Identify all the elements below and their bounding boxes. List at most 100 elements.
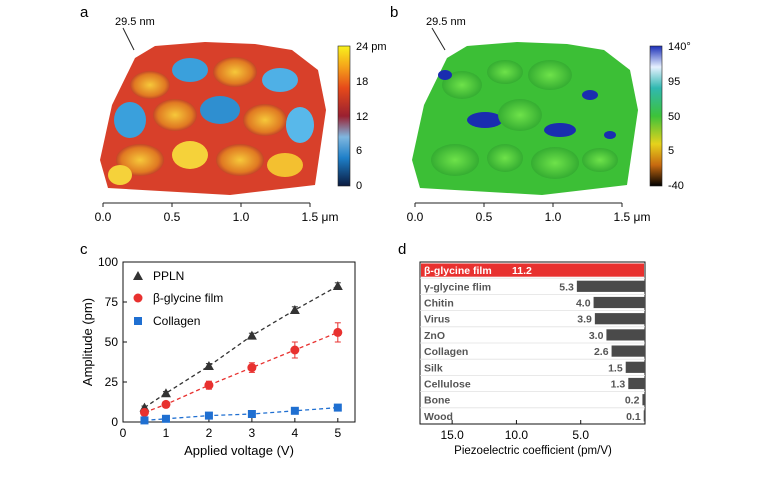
afm-phase-grains xyxy=(431,60,618,179)
height-pointer-a xyxy=(122,27,135,51)
x-tick-b: 1.5 μm xyxy=(614,210,651,224)
legend-marker-collagen xyxy=(134,317,142,325)
value-label: 4.0 xyxy=(576,298,591,310)
x-tick-label: 5 xyxy=(334,426,341,440)
data-point xyxy=(161,414,170,423)
y-axis-title-c: Amplitude (pm) xyxy=(80,298,95,386)
x-tick-label: 0 xyxy=(120,426,127,440)
panel-d: d β-glycine film 11.2 γ-glycine flim 5.3 Chi… xyxy=(398,241,646,457)
colorbar-a-ticks: 24 pm 18 12 6 0 xyxy=(356,41,387,192)
colorbar-a-tick: 24 pm xyxy=(356,41,387,53)
x-axis-title-d: Piezoelectric coefficient (pm/V) xyxy=(454,445,612,457)
x-tick-a: 1.0 xyxy=(233,210,250,224)
x-tick-label: 15.0 xyxy=(440,428,464,442)
x-tick-a: 0.0 xyxy=(95,210,112,224)
x-tick-label: 5.0 xyxy=(572,428,589,442)
legend-marker-beta xyxy=(133,293,143,303)
data-point xyxy=(203,361,214,370)
data-point xyxy=(160,388,171,398)
height-label-a: 29.5 nm xyxy=(115,16,155,28)
bar xyxy=(593,296,645,309)
series-group-c xyxy=(139,281,343,425)
category-label: Silk xyxy=(424,362,443,374)
bar xyxy=(421,263,644,277)
category-label: ZnO xyxy=(424,330,445,342)
value-label: 0.1 xyxy=(626,411,641,423)
category-label: Cellulose xyxy=(424,379,471,391)
bars-d: β-glycine film 11.2 γ-glycine flim 5.3 Chiti… xyxy=(420,263,645,423)
colorbar-a-tick: 12 xyxy=(356,111,368,123)
data-point xyxy=(333,327,343,337)
colorbar-b-tick: -40 xyxy=(668,180,684,192)
legend-marker-ppln xyxy=(133,271,143,280)
value-label: 1.5 xyxy=(608,362,623,374)
y-tick-label: 50 xyxy=(105,335,119,349)
x-tick-label: 10.0 xyxy=(505,428,529,442)
data-point xyxy=(247,363,257,373)
value-label: 2.6 xyxy=(594,346,609,358)
x-tick-b: 0.0 xyxy=(407,210,424,224)
series-line xyxy=(144,406,338,422)
bar xyxy=(625,361,645,373)
bar xyxy=(643,410,645,422)
data-point xyxy=(289,305,300,314)
legend-c: PPLN β-glycine film Collagen xyxy=(133,269,223,328)
data-point xyxy=(290,406,299,415)
y-tick-label: 100 xyxy=(98,255,118,269)
afm-amplitude-grains xyxy=(108,57,314,185)
data-point xyxy=(290,345,300,355)
data-point xyxy=(247,410,256,418)
value-label: 1.3 xyxy=(611,379,626,391)
colorbar-b-ticks: 140° 95 50 5 -40 xyxy=(668,41,691,192)
category-label: Chitin xyxy=(424,298,454,310)
bar xyxy=(611,345,645,357)
panel-letter-b: b xyxy=(390,4,398,21)
value-label: 0.2 xyxy=(625,395,640,407)
data-point xyxy=(204,380,214,390)
value-label: 11.2 xyxy=(512,265,532,277)
data-point xyxy=(204,411,213,420)
colorbar-b-tick: 95 xyxy=(668,76,680,88)
data-point xyxy=(333,403,342,412)
axis-ticks-d: 15.0 10.0 5.0 xyxy=(440,420,589,442)
height-label-b: 29.5 nm xyxy=(426,16,466,28)
panel-letter-c: c xyxy=(80,241,88,258)
data-point xyxy=(139,407,149,417)
category-label: Wood xyxy=(424,411,453,423)
series-line xyxy=(144,331,339,414)
bar xyxy=(576,280,645,292)
category-label: γ-glycine flim xyxy=(424,281,491,293)
value-label: 3.0 xyxy=(589,330,604,342)
data-point xyxy=(246,330,257,340)
x-tick-a: 0.5 xyxy=(164,210,181,224)
data-point xyxy=(161,399,171,409)
colorbar-a-tick: 6 xyxy=(356,145,362,157)
colorbar-b-tick: 50 xyxy=(668,111,680,123)
bar xyxy=(642,394,645,406)
legend-label: β-glycine film xyxy=(153,291,223,305)
y-tick-label: 75 xyxy=(105,295,119,309)
panel-letter-d: d xyxy=(398,241,406,258)
value-label: 3.9 xyxy=(577,314,592,326)
x-tick-b: 1.0 xyxy=(545,210,562,224)
value-label: 5.3 xyxy=(559,281,574,293)
category-label: Bone xyxy=(424,395,450,407)
bar xyxy=(606,329,645,341)
data-point xyxy=(332,281,343,290)
panel-letter-a: a xyxy=(80,4,89,21)
category-label: Virus xyxy=(424,314,450,326)
bar xyxy=(594,313,645,325)
y-tick-label: 0 xyxy=(111,415,118,429)
legend-label: PPLN xyxy=(153,269,184,283)
legend-label: Collagen xyxy=(153,314,200,328)
y-tick-label: 25 xyxy=(105,375,119,389)
category-label: Collagen xyxy=(424,346,468,358)
colorbar-b xyxy=(649,45,663,187)
colorbar-a-tick: 0 xyxy=(356,180,362,192)
x-tick-label: 4 xyxy=(292,426,299,440)
x-tick-label: 2 xyxy=(206,426,213,440)
x-axis-title-c: Applied voltage (V) xyxy=(184,443,294,458)
height-pointer-b xyxy=(431,27,446,51)
